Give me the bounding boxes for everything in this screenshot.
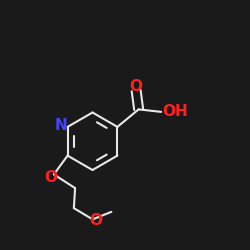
Text: O: O <box>130 78 143 94</box>
Text: OH: OH <box>162 104 188 120</box>
Text: O: O <box>44 170 57 185</box>
Text: O: O <box>89 213 102 228</box>
Text: N: N <box>55 118 68 133</box>
